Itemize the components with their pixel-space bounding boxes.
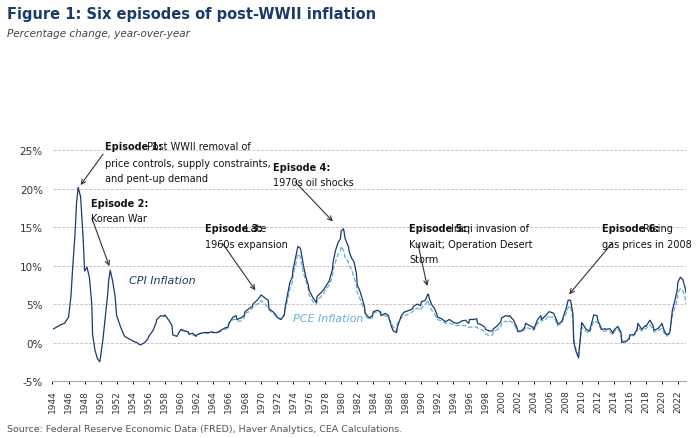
Text: 1970s oil shocks: 1970s oil shocks [273, 178, 354, 188]
Text: Episode 1:: Episode 1: [104, 142, 165, 152]
Text: Storm: Storm [410, 254, 439, 265]
Text: Percentage change, year-over-year: Percentage change, year-over-year [7, 28, 190, 39]
Text: PCE Inflation: PCE Inflation [293, 313, 363, 323]
Text: Rising: Rising [643, 224, 673, 234]
Text: Episode 5:: Episode 5: [410, 224, 470, 234]
Text: Episode 2:: Episode 2: [91, 198, 148, 208]
Text: price controls, supply constraints,: price controls, supply constraints, [104, 159, 270, 169]
Text: Episode 4:: Episode 4: [273, 162, 330, 173]
Text: Post WWII removal of: Post WWII removal of [147, 142, 251, 152]
Text: Late: Late [245, 224, 266, 234]
Text: Korean War: Korean War [91, 214, 147, 224]
Text: Episode 6:: Episode 6: [602, 224, 663, 234]
Text: gas prices in 2008: gas prices in 2008 [602, 239, 692, 249]
Text: and pent-up demand: and pent-up demand [104, 174, 208, 184]
Text: Kuwait; Operation Desert: Kuwait; Operation Desert [410, 239, 533, 249]
Text: CPI Inflation: CPI Inflation [129, 275, 195, 285]
Text: Source: Federal Reserve Economic Data (FRED), Haver Analytics, CEA Calculations.: Source: Federal Reserve Economic Data (F… [7, 424, 402, 433]
Text: Figure 1: Six episodes of post-WWII inflation: Figure 1: Six episodes of post-WWII infl… [7, 7, 376, 21]
Text: 1960s expansion: 1960s expansion [205, 239, 288, 249]
Text: Episode 3:: Episode 3: [205, 224, 265, 234]
Text: Iraqi invasion of: Iraqi invasion of [451, 224, 529, 234]
